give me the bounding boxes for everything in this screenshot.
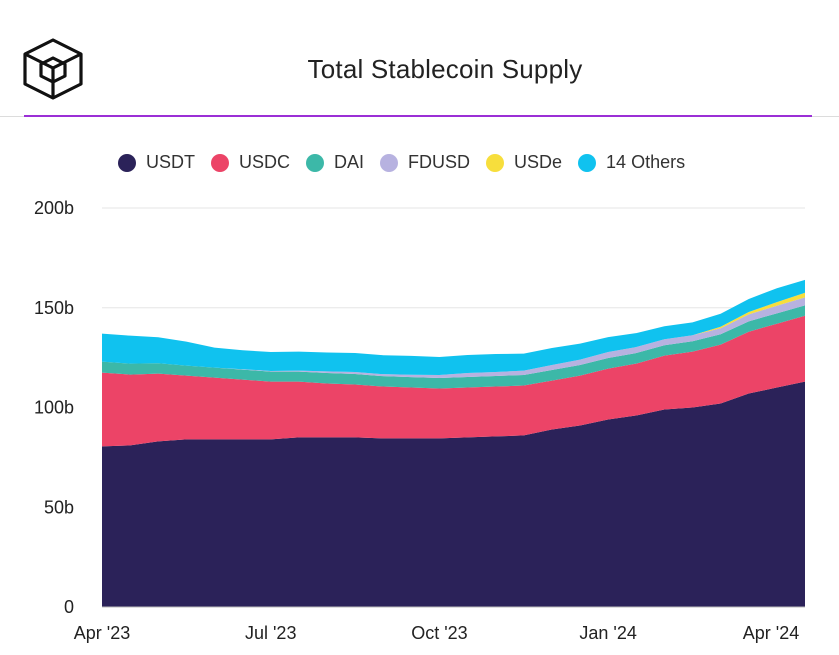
area-series-14-others [102,279,805,375]
legend-swatch [578,153,597,172]
legend-label: USDC [239,152,291,172]
legend-item-usdc[interactable]: USDC [211,152,290,173]
legend-swatch [380,153,399,172]
legend-item-dai[interactable]: DAI [306,152,364,173]
x-tick-label: Jul '23 [245,623,296,643]
accent-divider [24,115,812,117]
y-tick-label: 150b [34,298,74,318]
y-tick-label: 50b [44,497,74,517]
legend-label: 14 Others [606,152,686,172]
x-tick-label: Apr '23 [74,623,130,643]
legend-swatch [486,153,505,172]
x-tick-label: Oct '23 [411,623,467,643]
area-series-usdc [102,315,805,447]
chart-legend: USDT USDC DAI FDUSD USDe 14 Others [118,152,701,173]
x-tick-label: Apr '24 [743,623,799,643]
legend-item-14-others[interactable]: 14 Others [578,152,685,173]
cube-logo-icon [23,38,83,100]
y-tick-label: 100b [34,398,74,418]
legend-swatch [118,153,136,172]
legend-swatch [306,153,325,172]
y-tick-label: 0 [64,597,74,617]
y-tick-label: 200b [34,198,74,218]
legend-item-usde[interactable]: USDe [486,152,562,173]
legend-label: USDT [146,152,195,172]
area-series-usdt [102,381,805,607]
x-tick-label: Jan '24 [579,623,636,643]
stablecoin-area-chart: 0 50b 100b 150b 200b Apr '23 Jul '23 Oct '23 Jan… [34,198,805,643]
legend-label: DAI [334,152,365,172]
legend-label: FDUSD [408,152,471,172]
legend-item-usdt[interactable]: USDT [118,152,195,173]
page-title: Total Stablecoin Supply [307,54,583,84]
legend-label: USDe [514,152,563,172]
area-series-dai [102,305,805,389]
legend-swatch [211,153,229,172]
legend-item-fdusd[interactable]: FDUSD [380,152,470,173]
